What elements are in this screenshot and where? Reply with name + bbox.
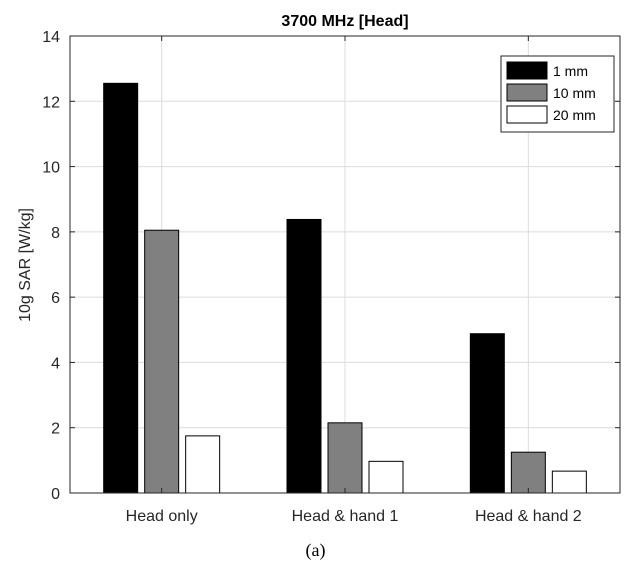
legend: 1 mm 10 mm 20 mm: [500, 55, 615, 133]
bar-1-mm-0: [103, 82, 139, 494]
bar-10-mm-1: [327, 422, 363, 494]
bar-20-mm-1: [368, 460, 404, 494]
x-tick-label: Head & hand 2: [475, 508, 582, 525]
bars: [103, 82, 587, 494]
y-tick-label: 14: [42, 29, 60, 46]
bar-20-mm-0: [185, 435, 221, 494]
y-axis-ticks: 0 2 4 6 8 10 12 14: [42, 29, 620, 503]
y-tick-label: 10: [42, 160, 60, 177]
x-tick-label: Head only: [126, 508, 198, 525]
bar-1-mm-1: [286, 218, 322, 494]
y-tick-label: 12: [42, 94, 60, 111]
legend-label: 1 mm: [553, 63, 588, 79]
legend-swatch: [506, 61, 548, 80]
chart-title: 3700 MHz [Head]: [281, 13, 408, 30]
y-tick-label: 0: [51, 486, 60, 503]
legend-swatch: [506, 83, 548, 102]
bar-1-mm-2: [469, 333, 505, 494]
y-tick-label: 4: [51, 355, 60, 372]
y-tick-label: 8: [51, 225, 60, 242]
y-tick-label: 2: [51, 421, 60, 438]
y-axis-label: 10g SAR [W/kg]: [17, 208, 34, 322]
bar-20-mm-2: [551, 470, 587, 494]
legend-label: 10 mm: [553, 85, 596, 101]
legend-label: 20 mm: [553, 107, 596, 123]
x-axis-ticks: Head only Head & hand 1 Head & hand 2: [126, 36, 582, 525]
bar-10-mm-2: [510, 451, 546, 494]
figure-caption: (a): [305, 540, 326, 560]
bar-10-mm-0: [144, 229, 180, 494]
y-tick-label: 6: [51, 290, 60, 307]
x-tick-label: Head & hand 1: [292, 508, 399, 525]
bar-chart: 0 2 4 6 8 10 12 14 Head only Head & hand 1 Head &…: [17, 13, 621, 525]
legend-swatch: [506, 105, 548, 124]
